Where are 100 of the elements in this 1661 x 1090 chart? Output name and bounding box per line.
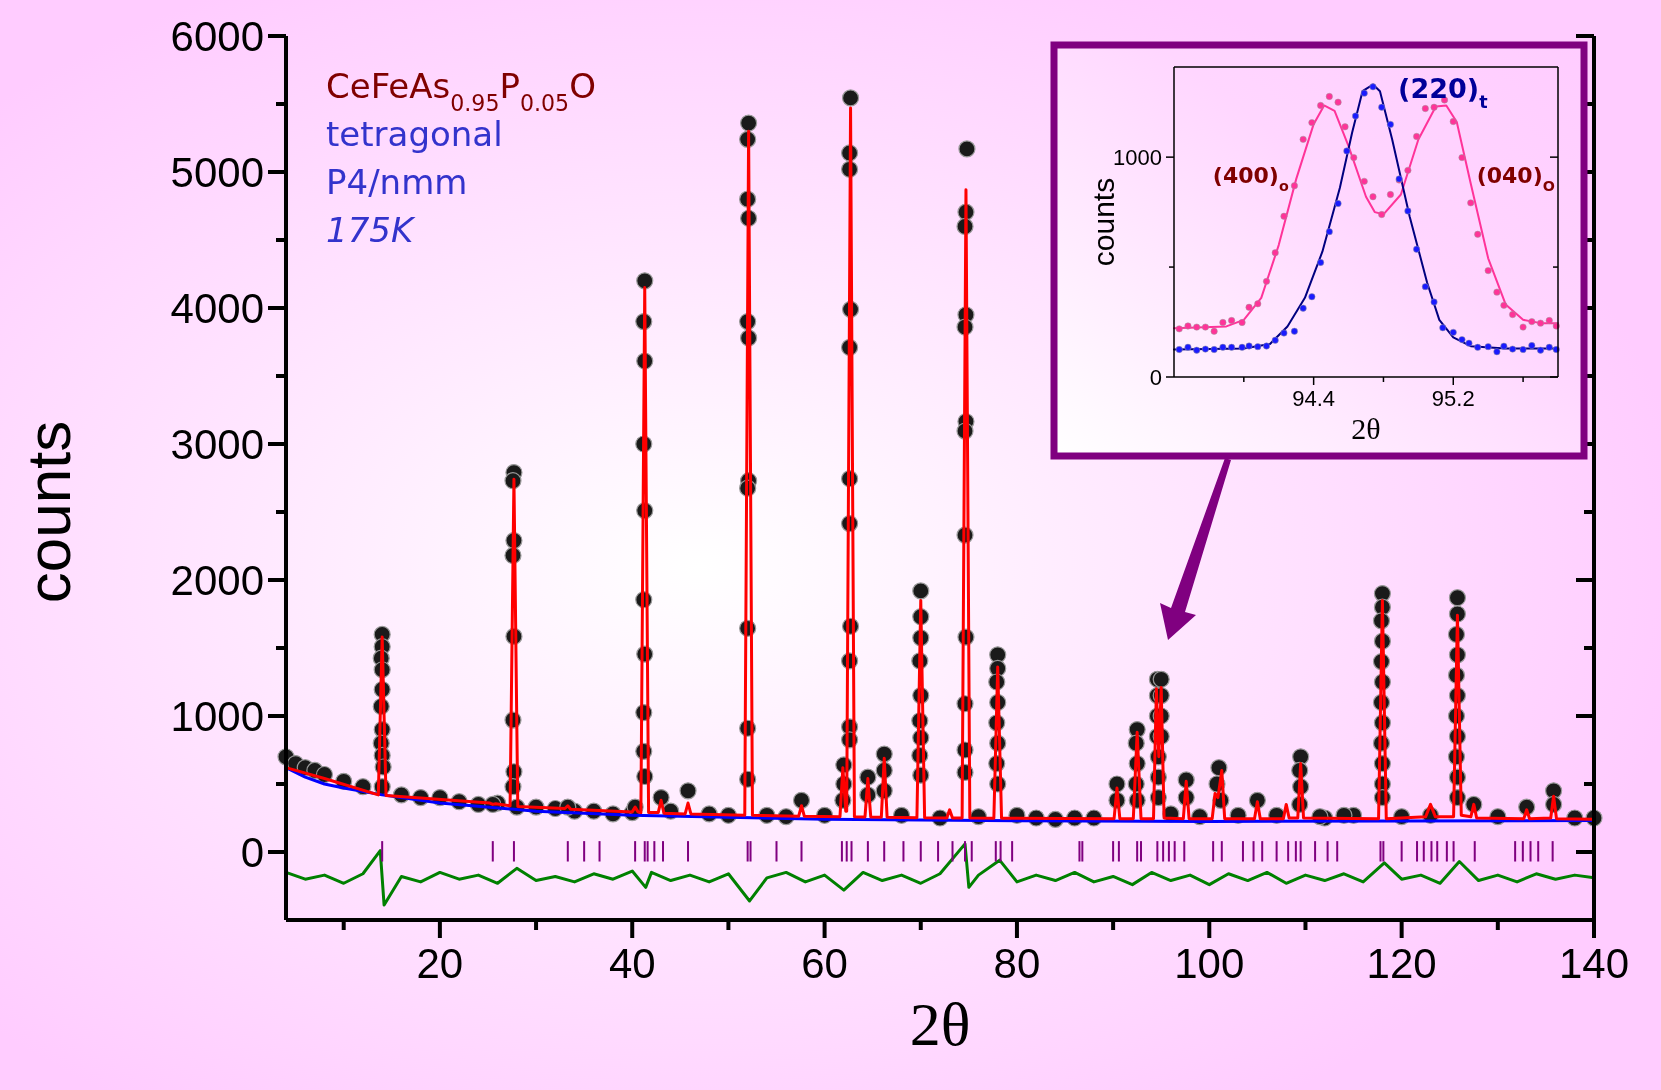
point [1458, 336, 1466, 344]
point [1175, 325, 1183, 333]
point [1334, 200, 1342, 207]
point [1263, 277, 1270, 285]
point [1334, 98, 1342, 106]
x-tick-label: 95.2 [1431, 385, 1475, 411]
point [1210, 327, 1218, 335]
point [1369, 83, 1377, 91]
y-tick-label: 6000 [170, 12, 264, 60]
point [1493, 288, 1501, 296]
y-axis-title: counts [13, 420, 83, 604]
point [1245, 342, 1253, 350]
point [1325, 93, 1333, 100]
point [1430, 298, 1438, 306]
y-tick-label: 1000 [1113, 144, 1162, 170]
point [1360, 177, 1368, 185]
annotation: CeFeAs$_{0.95}$P$_{0.05}$O [326, 66, 596, 116]
point [1271, 336, 1279, 344]
point [1350, 154, 1358, 162]
point [1245, 303, 1253, 311]
x-tick-label: 120 [1366, 939, 1437, 987]
x-tick-label: 140 [1558, 939, 1630, 987]
point [1509, 311, 1517, 319]
point [1317, 259, 1325, 266]
point [1193, 346, 1201, 354]
point [1439, 324, 1447, 332]
point [1290, 182, 1298, 190]
y-axis-title: counts [1087, 177, 1121, 267]
point [1369, 193, 1377, 201]
point [1545, 317, 1553, 324]
point [1352, 112, 1359, 120]
point [1449, 328, 1457, 336]
y-tick-label: 0 [1149, 364, 1162, 390]
point [1271, 249, 1279, 257]
point [1413, 245, 1421, 253]
point [1509, 345, 1517, 353]
point [1308, 293, 1316, 301]
point [1484, 343, 1492, 351]
point [1175, 346, 1183, 353]
x-tick-label: 60 [801, 939, 848, 987]
point [1519, 346, 1527, 353]
point [1184, 322, 1192, 330]
point [1193, 323, 1201, 331]
y-tick-label: 5000 [170, 148, 264, 196]
annotation: tetragonal [326, 114, 503, 154]
point [1413, 133, 1421, 140]
point [1228, 343, 1236, 351]
point [1308, 119, 1316, 127]
point [1386, 191, 1394, 198]
point [1341, 123, 1349, 131]
point [1421, 105, 1429, 112]
point [1458, 154, 1466, 162]
point [1238, 319, 1246, 326]
point [1500, 301, 1508, 309]
point [1421, 283, 1429, 291]
point [1228, 317, 1236, 324]
x-tick-label: 20 [416, 939, 464, 987]
point [1201, 323, 1209, 331]
point [1519, 323, 1527, 331]
point [1238, 343, 1246, 351]
point [1474, 230, 1482, 238]
point [1474, 343, 1482, 351]
annotation: (220)$_{t}$ [1398, 73, 1488, 113]
x-tick-label: 94.4 [1292, 385, 1336, 411]
point [1449, 118, 1457, 125]
y-tick-label: 0 [240, 828, 264, 876]
point [1537, 319, 1544, 327]
annotation: (040)$_{O}$ [1476, 163, 1555, 195]
x-tick-label: 80 [993, 939, 1041, 987]
point [1528, 318, 1536, 326]
y-tick-label: 4000 [170, 284, 264, 332]
point [1467, 199, 1475, 207]
y-tick-label: 3000 [170, 420, 264, 468]
point [1378, 211, 1386, 218]
point [1343, 147, 1351, 155]
x-axis-title: 2θ [1351, 411, 1381, 445]
point [1210, 346, 1218, 353]
point [1317, 102, 1325, 109]
point [1254, 343, 1262, 351]
x-axis-title: 2θ [909, 990, 971, 1059]
y-tick-label: 1000 [170, 692, 264, 740]
point [1254, 300, 1262, 308]
point [1465, 339, 1473, 347]
point [1484, 267, 1492, 275]
y-tick-label: 2000 [170, 556, 264, 604]
point [1280, 212, 1288, 220]
point [1184, 343, 1192, 351]
point [1360, 89, 1368, 97]
point [1201, 345, 1209, 353]
point [1325, 228, 1333, 236]
point [1299, 135, 1307, 143]
point [1404, 166, 1412, 174]
point [1430, 103, 1438, 111]
annotation: 175K [326, 210, 416, 250]
point [1537, 346, 1544, 354]
point [1219, 319, 1227, 326]
point [1280, 329, 1288, 337]
x-tick-label: 40 [608, 939, 656, 987]
point [1386, 120, 1394, 128]
x-tick-label: 100 [1174, 939, 1245, 987]
